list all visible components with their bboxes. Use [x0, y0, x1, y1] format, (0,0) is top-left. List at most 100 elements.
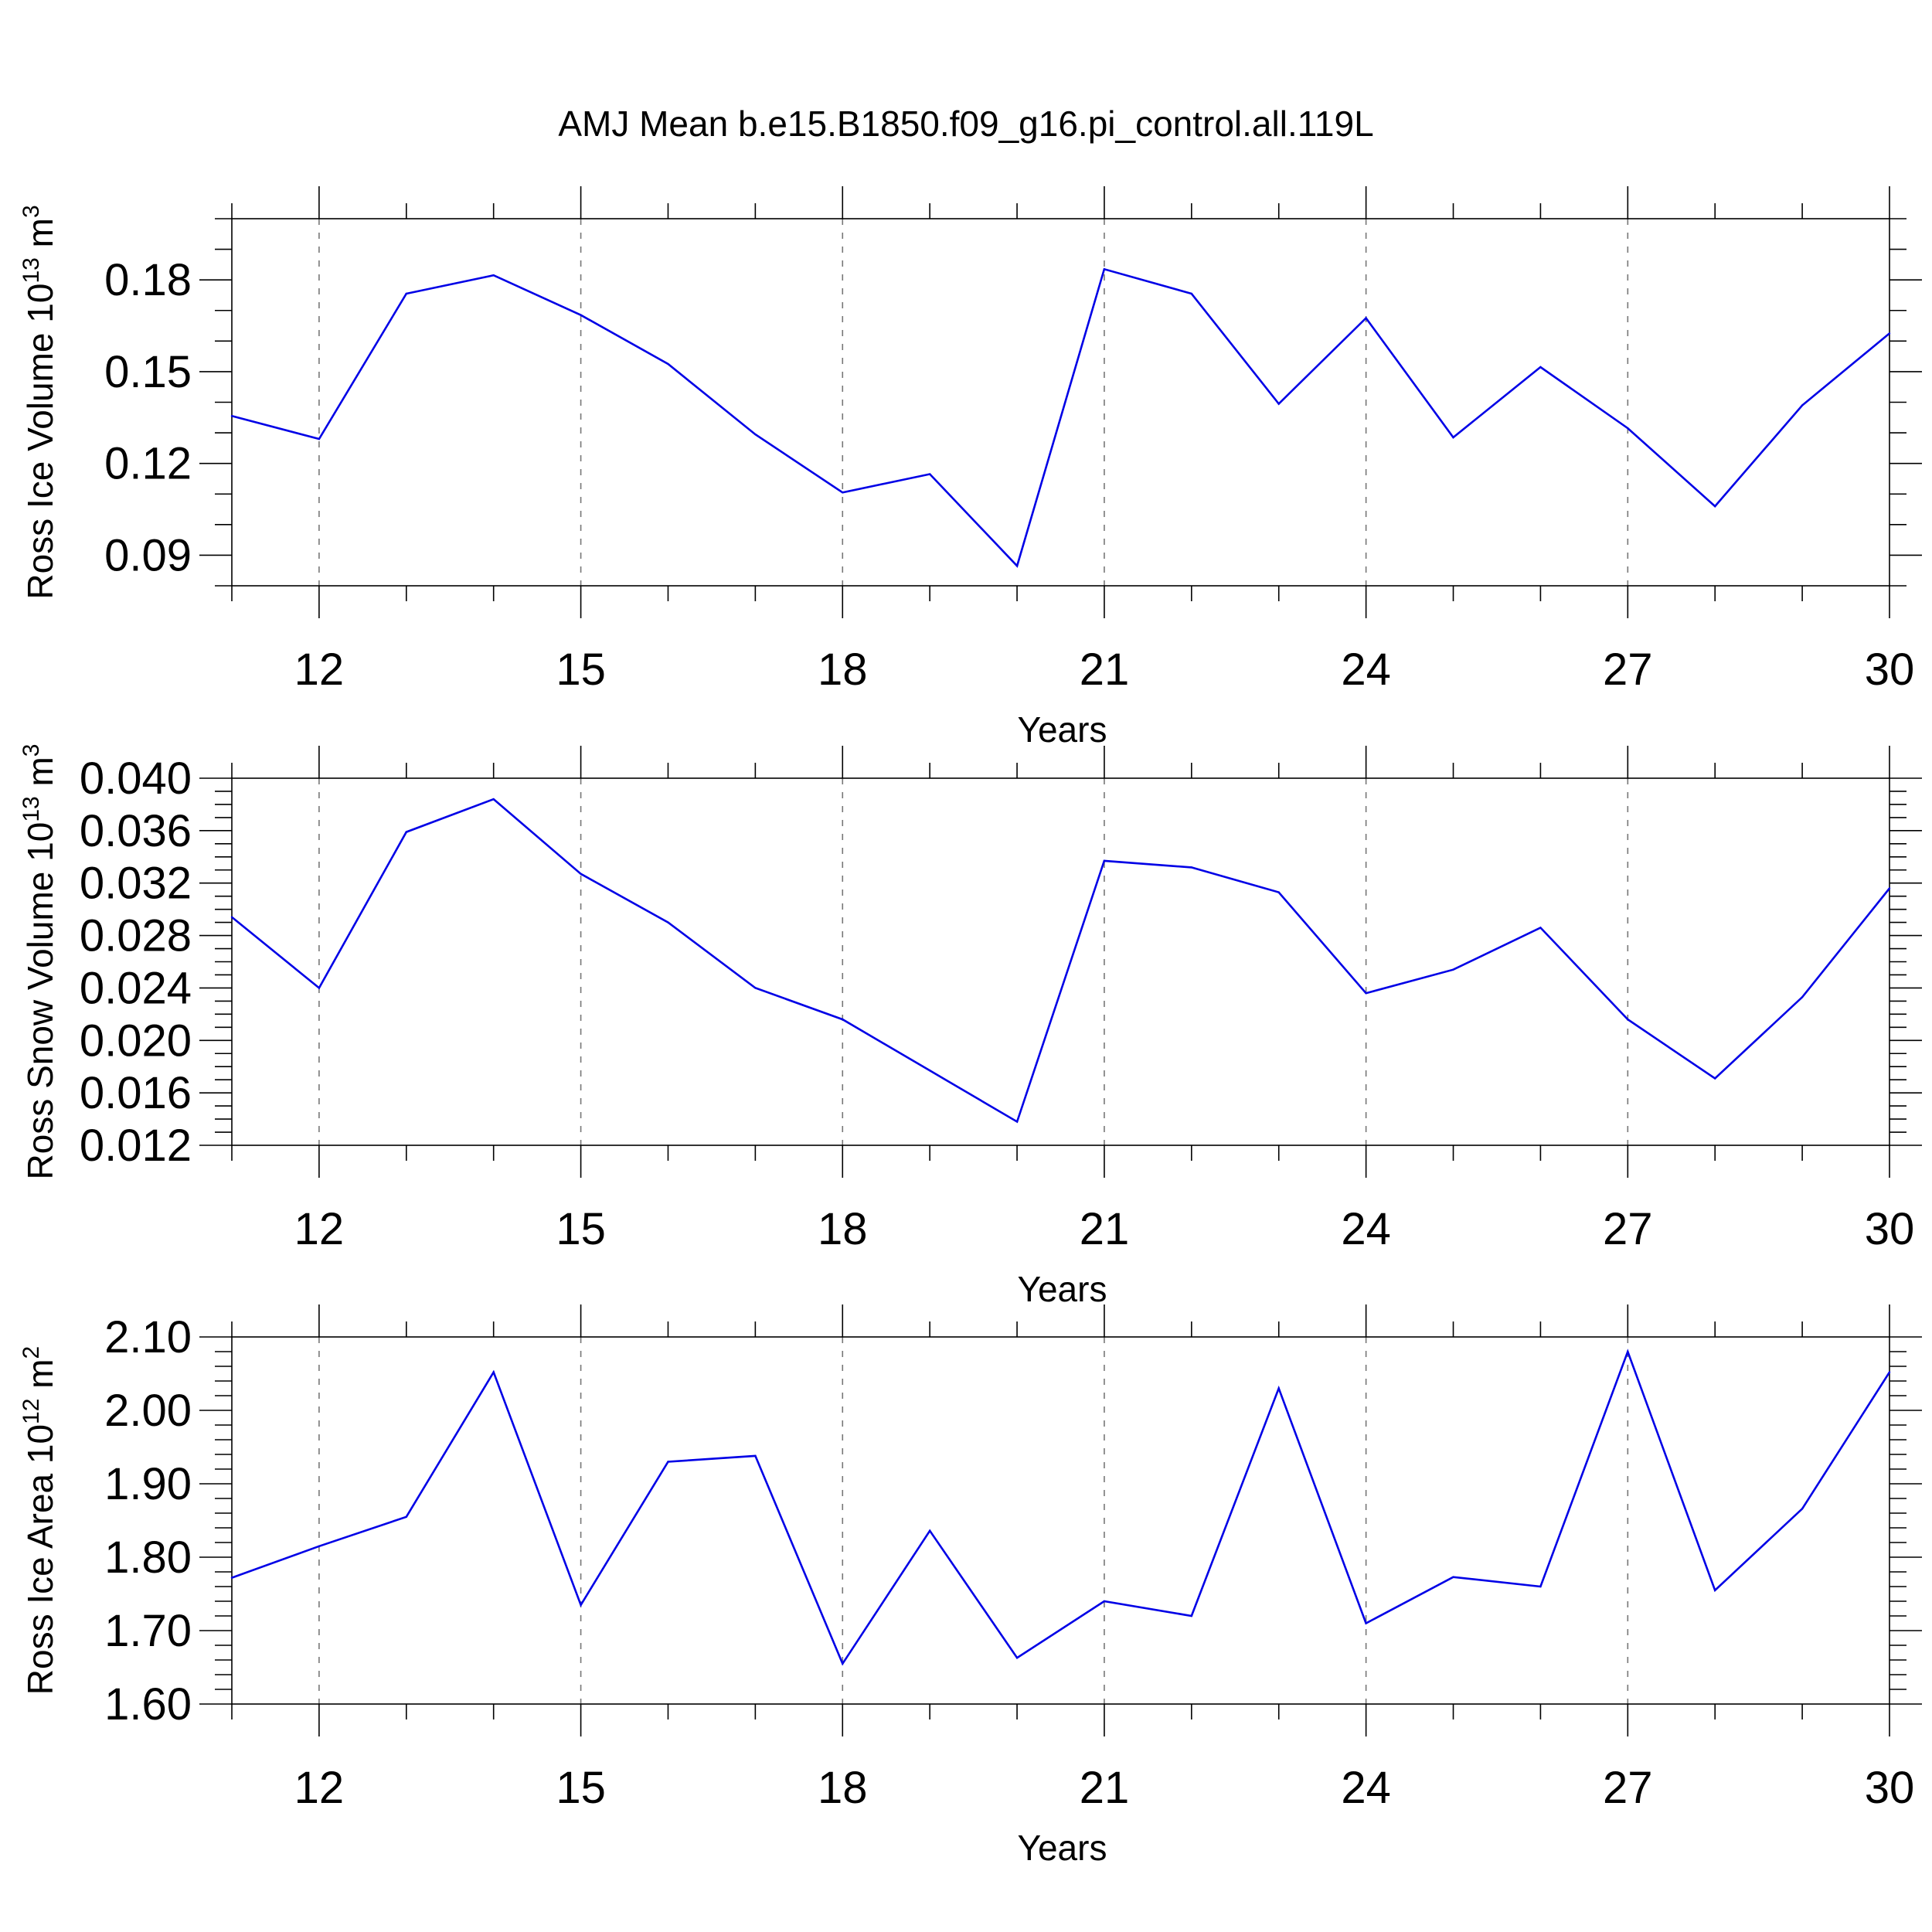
y-axis-label-name: Ross Snow Volume — [20, 862, 60, 1180]
x-tick-label: 30 — [1865, 645, 1915, 695]
x-tick-label: 24 — [1341, 1763, 1391, 1813]
data-point — [842, 492, 844, 494]
x-tick-label: 15 — [556, 645, 606, 695]
y-axis-unit-tail-exp: 3 — [19, 744, 44, 757]
data-point — [492, 1371, 495, 1373]
x-tick-label: 30 — [1865, 1204, 1915, 1254]
data-point — [1190, 292, 1193, 295]
y-tick-label: 1.70 — [104, 1606, 192, 1656]
y-axis-unit-tail-exp: 3 — [19, 205, 44, 218]
data-point — [1539, 927, 1542, 929]
data-point — [1627, 427, 1629, 430]
data-point — [405, 292, 407, 295]
data-point — [1103, 268, 1106, 270]
data-point — [1539, 1585, 1542, 1588]
plot-frame — [231, 777, 1890, 1146]
data-point — [1452, 436, 1454, 439]
data-point — [1888, 887, 1891, 889]
y-tick-label: 0.020 — [80, 1015, 192, 1066]
data-point — [1627, 1018, 1629, 1021]
series-line — [231, 267, 1890, 568]
y-tick-label: 1.90 — [104, 1459, 192, 1509]
x-tick-label: 27 — [1603, 645, 1653, 695]
y-axis-unit-tail: m — [20, 218, 60, 257]
y-axis-unit-base: 10 — [20, 1424, 60, 1464]
y-tick-label: 2.00 — [104, 1386, 192, 1436]
y-tick-label: 1.80 — [104, 1532, 192, 1583]
y-tick-label: 0.016 — [80, 1068, 192, 1118]
x-tick-label: 21 — [1080, 1204, 1130, 1254]
x-tick-label: 12 — [294, 1763, 345, 1813]
x-tick-label: 18 — [818, 1763, 868, 1813]
data-point — [928, 1070, 931, 1072]
y-axis-unit-exp: 13 — [19, 796, 44, 821]
data-point — [754, 433, 757, 436]
y-tick-label: 0.18 — [104, 255, 192, 305]
data-point — [318, 437, 321, 440]
data-point — [1277, 403, 1280, 405]
data-point — [1714, 1077, 1716, 1080]
y-tick-label: 0.036 — [80, 806, 192, 856]
data-point — [1452, 1576, 1454, 1578]
y-tick-label: 0.09 — [104, 530, 192, 580]
panels: 0.09 0.12 0.15 0.18 12 15 18 21 24 27 30 Years Ross … — [19, 186, 1922, 1868]
x-tick-label: 30 — [1865, 1763, 1915, 1813]
y-axis-label: Ross Ice Volume 1013 m3 — [19, 205, 60, 599]
y-axis-label: Ross Snow Volume 1013 m3 — [19, 744, 60, 1180]
data-point — [1714, 1589, 1716, 1591]
x-axis-label: Years — [1018, 1269, 1107, 1309]
plot-frame — [231, 218, 1890, 587]
data-point — [318, 987, 321, 989]
data-point — [1801, 996, 1804, 998]
x-axis-label: Years — [1018, 709, 1107, 750]
x-tick-label: 18 — [818, 645, 868, 695]
series-line — [231, 798, 1891, 1124]
data-point — [1888, 332, 1891, 335]
panel-3: 1.60 1.70 1.80 1.90 2.00 2.10 12 15 18 21 24 27 30 Ye… — [19, 1304, 1922, 1868]
plot-frame — [231, 1336, 1890, 1705]
data-point — [754, 1454, 757, 1458]
data-point — [667, 1461, 669, 1463]
data-point — [405, 831, 407, 833]
y-tick-label: 0.032 — [80, 859, 192, 909]
data-point — [492, 798, 495, 801]
y-axis-label-name: Ross Ice Area — [20, 1464, 60, 1695]
x-tick-label: 15 — [556, 1204, 606, 1254]
data-point — [1015, 1656, 1019, 1659]
x-tick-label: 18 — [818, 1204, 868, 1254]
data-point — [928, 473, 931, 475]
data-point — [1365, 992, 1367, 995]
data-point — [754, 987, 757, 989]
y-tick-label: 0.028 — [80, 911, 192, 961]
data-point — [1539, 366, 1542, 369]
y-axis-label: Ross Ice Area 1012 m2 — [19, 1346, 60, 1695]
data-point — [1801, 404, 1804, 406]
data-point — [1277, 1387, 1280, 1389]
data-point — [230, 916, 233, 919]
y-axis-unit-tail-exp: 2 — [19, 1346, 44, 1359]
x-axis-label: Years — [1018, 1828, 1107, 1868]
data-point — [1365, 317, 1367, 319]
data-point — [1015, 565, 1019, 567]
x-tick-label: 27 — [1603, 1204, 1653, 1254]
y-axis-unit-exp: 13 — [19, 257, 44, 283]
data-point — [580, 314, 582, 316]
panel-1: 0.09 0.12 0.15 0.18 12 15 18 21 24 27 30 Years Ross … — [19, 186, 1922, 750]
y-axis-unit-base: 10 — [20, 822, 60, 862]
data-point — [1452, 968, 1454, 971]
data-point — [1714, 505, 1716, 508]
data-point — [1103, 1600, 1106, 1603]
data-point — [318, 1545, 321, 1547]
data-point — [1015, 1121, 1019, 1123]
data-point — [1277, 891, 1280, 893]
data-point — [1801, 1508, 1804, 1510]
data-point — [1365, 1622, 1367, 1624]
data-point — [580, 1604, 582, 1606]
y-tick-label: 0.15 — [104, 347, 192, 397]
data-point — [580, 872, 582, 876]
y-tick-label: 0.012 — [80, 1121, 192, 1171]
y-axis-label-name: Ross Ice Volume — [20, 323, 60, 600]
x-tick-label: 15 — [556, 1763, 606, 1813]
x-tick-label: 27 — [1603, 1763, 1653, 1813]
